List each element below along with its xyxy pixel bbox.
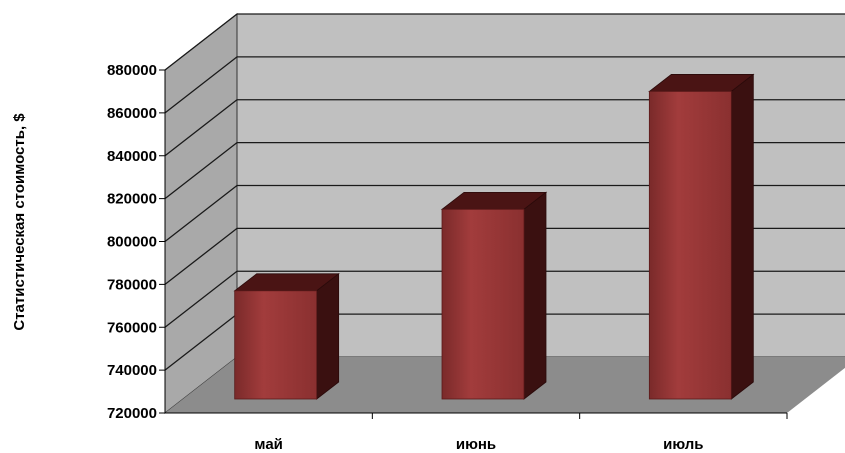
bars [233,73,755,400]
y-axis-title: Статистическая стоимость, $ [11,113,28,331]
bar-side [316,272,340,400]
bar-1 [233,272,340,400]
y-tick-labels: 720000 740000 760000 780000 800000 820000 8400… [107,62,157,422]
bar-3 [648,73,755,400]
y-tick-label: 780000 [107,276,157,293]
y-tick-label: 860000 [107,105,157,122]
y-tick-label: 820000 [107,191,157,208]
x-tick-labels: май июнь июль [254,436,703,453]
axes [159,69,788,419]
x-tick-label: июнь [456,436,496,453]
y-tick-label: 740000 [107,362,157,379]
bar-side [730,73,754,400]
bar-side [523,191,547,400]
gridline [164,13,845,71]
bar-2 [440,191,548,400]
y-tick-label: 880000 [107,62,157,79]
gridline [164,56,845,114]
y-tick-label: 760000 [107,319,157,336]
bar-front [234,290,318,400]
bar-front [648,91,732,400]
x-tick-label: июль [663,436,703,453]
x-tick-label: май [254,436,282,453]
y-tick-label: 840000 [107,148,157,165]
y-tick-label: 800000 [107,234,157,251]
y-tick-label: 720000 [107,405,157,422]
bar-front [441,208,525,400]
